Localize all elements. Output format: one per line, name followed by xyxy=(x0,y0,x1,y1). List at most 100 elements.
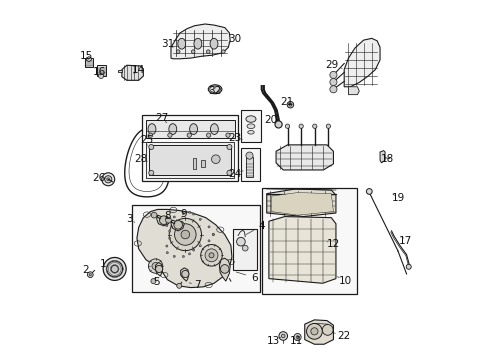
Circle shape xyxy=(204,249,218,262)
Polygon shape xyxy=(145,142,234,178)
Circle shape xyxy=(176,283,182,288)
Circle shape xyxy=(226,170,231,175)
Text: 2: 2 xyxy=(82,265,89,275)
Ellipse shape xyxy=(189,124,197,134)
Circle shape xyxy=(173,255,175,257)
Circle shape xyxy=(329,86,336,93)
Text: 20: 20 xyxy=(263,115,276,125)
Circle shape xyxy=(167,133,172,137)
Text: 25: 25 xyxy=(140,135,153,145)
Text: 19: 19 xyxy=(390,193,404,203)
Circle shape xyxy=(310,328,317,335)
Text: 7: 7 xyxy=(194,280,201,290)
Circle shape xyxy=(187,133,191,137)
Circle shape xyxy=(322,324,332,335)
Circle shape xyxy=(286,102,293,108)
Bar xyxy=(192,158,196,168)
Circle shape xyxy=(296,336,298,338)
Circle shape xyxy=(207,226,210,228)
Text: 27: 27 xyxy=(155,113,168,123)
Polygon shape xyxy=(171,220,184,231)
Circle shape xyxy=(208,253,214,258)
Text: 22: 22 xyxy=(337,331,350,341)
Polygon shape xyxy=(276,145,333,170)
Polygon shape xyxy=(379,150,384,163)
Text: 1: 1 xyxy=(100,259,106,269)
Circle shape xyxy=(104,176,112,183)
Circle shape xyxy=(199,245,201,247)
Circle shape xyxy=(168,230,170,232)
Polygon shape xyxy=(219,258,230,281)
Circle shape xyxy=(192,249,194,251)
Circle shape xyxy=(212,233,214,235)
Circle shape xyxy=(278,332,287,340)
Circle shape xyxy=(87,272,93,278)
Ellipse shape xyxy=(245,116,255,122)
Text: 9: 9 xyxy=(180,209,186,219)
Polygon shape xyxy=(122,65,143,80)
Circle shape xyxy=(165,245,167,247)
Ellipse shape xyxy=(194,39,202,49)
Circle shape xyxy=(151,279,156,284)
Circle shape xyxy=(181,230,189,239)
Circle shape xyxy=(166,252,168,254)
Circle shape xyxy=(325,124,330,129)
Text: 18: 18 xyxy=(380,154,393,164)
Text: 12: 12 xyxy=(326,239,339,249)
Circle shape xyxy=(406,264,410,269)
Bar xyxy=(261,188,356,294)
Circle shape xyxy=(306,323,322,339)
Polygon shape xyxy=(348,87,359,95)
Circle shape xyxy=(148,133,152,137)
Circle shape xyxy=(242,245,247,251)
Polygon shape xyxy=(180,268,188,281)
Circle shape xyxy=(298,124,303,129)
Circle shape xyxy=(285,124,289,129)
Circle shape xyxy=(201,244,222,266)
Text: 32: 32 xyxy=(208,86,221,96)
Circle shape xyxy=(169,219,201,251)
Circle shape xyxy=(220,265,228,273)
Circle shape xyxy=(274,121,282,128)
Circle shape xyxy=(99,73,103,78)
Text: 3: 3 xyxy=(125,215,132,224)
Ellipse shape xyxy=(210,124,218,134)
Ellipse shape xyxy=(178,39,185,49)
Circle shape xyxy=(206,133,210,137)
Circle shape xyxy=(211,155,220,163)
Circle shape xyxy=(106,178,109,181)
Polygon shape xyxy=(344,39,379,87)
Ellipse shape xyxy=(210,39,218,49)
Circle shape xyxy=(188,253,190,255)
Circle shape xyxy=(366,189,371,194)
Text: 17: 17 xyxy=(398,236,411,246)
Circle shape xyxy=(155,265,163,273)
Circle shape xyxy=(212,233,214,235)
Circle shape xyxy=(191,50,195,53)
Polygon shape xyxy=(156,215,169,226)
Ellipse shape xyxy=(247,131,254,134)
Circle shape xyxy=(174,221,182,229)
Text: 24: 24 xyxy=(227,168,241,179)
Bar xyxy=(85,58,93,67)
Circle shape xyxy=(329,78,336,86)
Text: 30: 30 xyxy=(227,35,241,44)
Circle shape xyxy=(148,259,163,273)
Bar xyxy=(233,229,257,270)
Text: 4: 4 xyxy=(258,221,264,231)
Ellipse shape xyxy=(208,85,222,94)
Bar xyxy=(201,159,204,167)
Circle shape xyxy=(173,216,175,218)
Circle shape xyxy=(236,237,244,246)
Text: 5: 5 xyxy=(153,277,160,287)
Polygon shape xyxy=(268,217,335,283)
Circle shape xyxy=(176,50,180,53)
Polygon shape xyxy=(271,193,333,215)
Circle shape xyxy=(199,218,201,220)
Circle shape xyxy=(148,170,153,175)
Circle shape xyxy=(188,211,190,213)
Circle shape xyxy=(221,50,224,53)
Circle shape xyxy=(281,334,285,338)
Circle shape xyxy=(206,50,210,53)
Circle shape xyxy=(151,212,157,218)
